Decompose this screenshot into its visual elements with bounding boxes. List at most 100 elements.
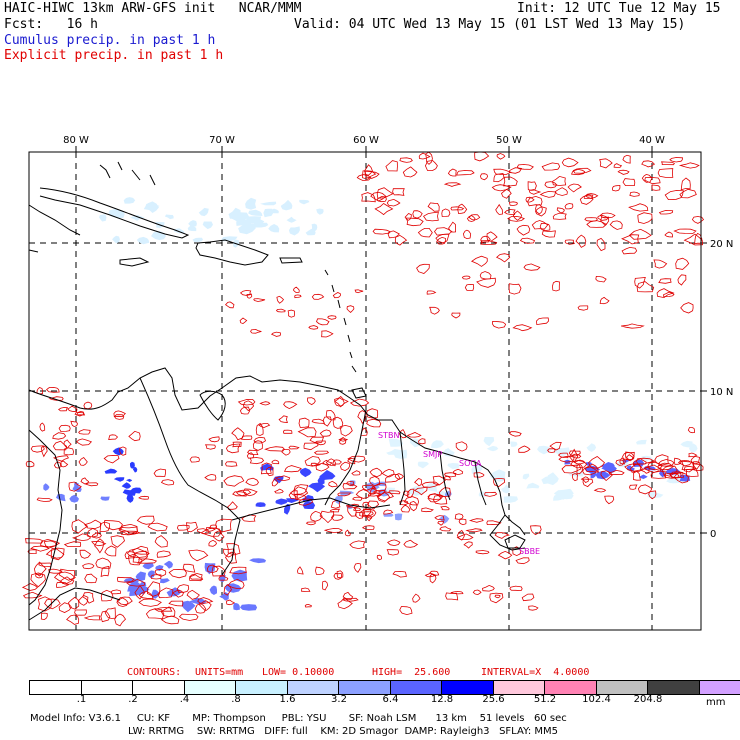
init-time: Init: 12 UTC Tue 12 May 15 bbox=[517, 1, 721, 16]
precip-cell bbox=[553, 447, 570, 457]
precip-cell bbox=[82, 592, 95, 604]
coastline bbox=[28, 587, 121, 621]
precip-cell bbox=[673, 228, 697, 234]
precip-cell bbox=[154, 568, 167, 577]
precip-cell bbox=[242, 488, 258, 497]
precip-cell bbox=[63, 541, 82, 548]
precip-cell bbox=[340, 461, 350, 472]
precip-cell bbox=[604, 495, 615, 505]
precip-cell bbox=[242, 400, 255, 412]
precip-cell bbox=[137, 558, 158, 564]
precip-cell bbox=[241, 514, 257, 522]
precip-cell bbox=[435, 233, 450, 244]
precip-cell bbox=[637, 212, 653, 224]
precip-cell bbox=[130, 215, 145, 221]
precip-cell bbox=[92, 532, 102, 539]
precip-cell bbox=[136, 515, 155, 525]
lon-label: 80 W bbox=[63, 135, 89, 146]
precip-cell bbox=[406, 488, 415, 498]
precip-cell bbox=[501, 484, 510, 494]
coastline bbox=[324, 409, 367, 506]
precip-cell bbox=[346, 503, 360, 508]
precip-cell bbox=[160, 479, 175, 486]
precip-cell bbox=[308, 325, 319, 330]
precip-cell bbox=[303, 442, 319, 451]
precip-cell bbox=[204, 444, 216, 450]
precip-cell bbox=[454, 513, 464, 520]
precip-cell bbox=[315, 566, 325, 575]
precip-cell bbox=[354, 289, 364, 294]
precip-cell bbox=[483, 437, 495, 447]
precip-cell bbox=[297, 566, 304, 575]
precip-cell bbox=[83, 615, 101, 621]
precip-cell bbox=[48, 568, 63, 574]
colorbar-tick-label: 12.8 bbox=[430, 694, 454, 705]
precip-cell bbox=[310, 510, 323, 522]
precip-cell bbox=[385, 160, 398, 172]
precip-cell bbox=[58, 602, 72, 613]
precip-cell bbox=[677, 274, 687, 286]
precip-cell bbox=[172, 589, 184, 598]
precip-cell bbox=[137, 581, 147, 589]
precip-cell bbox=[45, 548, 65, 559]
precip-cell bbox=[632, 458, 647, 466]
precip-cell bbox=[599, 158, 613, 169]
precip-cell bbox=[239, 406, 251, 415]
colorbar-unit: mm bbox=[706, 697, 726, 708]
precip-cell bbox=[264, 446, 285, 452]
precip-cell bbox=[250, 328, 262, 334]
precip-cell bbox=[491, 184, 512, 192]
precip-cell bbox=[482, 584, 495, 592]
precip-cell bbox=[531, 220, 549, 230]
precip-cell bbox=[529, 189, 542, 195]
precip-cell bbox=[260, 201, 277, 206]
precip-cell bbox=[367, 492, 381, 497]
precip-cell bbox=[208, 436, 220, 443]
precip-cell bbox=[142, 563, 154, 570]
precip-cell bbox=[669, 471, 685, 479]
precip-cell bbox=[226, 599, 235, 606]
precip-cell bbox=[611, 184, 621, 192]
precip-cell bbox=[527, 181, 537, 191]
precip-cell bbox=[353, 563, 362, 573]
precip-cell bbox=[387, 230, 400, 239]
precip-map: 80 W 70 W 60 W 50 W 40 W 20 N 10 N 0 STBN SMJP SOC… bbox=[21, 135, 733, 631]
precip-cell bbox=[138, 590, 154, 600]
precip-cell bbox=[600, 462, 615, 469]
map-frame bbox=[28, 151, 702, 631]
precip-cell bbox=[43, 540, 57, 549]
precip-cell bbox=[192, 237, 203, 242]
precip-cell bbox=[103, 520, 123, 531]
precip-cell bbox=[126, 547, 150, 559]
precip-cell bbox=[72, 533, 91, 542]
precip-cell bbox=[67, 405, 78, 413]
colorbar-swatch bbox=[81, 681, 133, 694]
precip-cell bbox=[423, 211, 439, 222]
precip-cell bbox=[342, 597, 359, 602]
precip-cell bbox=[663, 291, 675, 298]
precip-cell bbox=[154, 535, 168, 548]
precip-cell bbox=[405, 217, 424, 227]
precip-cell bbox=[537, 445, 553, 455]
precip-cell bbox=[322, 416, 332, 427]
precip-cell bbox=[114, 613, 127, 627]
precip-cell bbox=[104, 468, 118, 474]
precip-cell bbox=[22, 591, 43, 599]
precip-cell bbox=[317, 476, 326, 485]
precip-cell bbox=[528, 605, 539, 611]
precip-cell bbox=[508, 283, 522, 295]
precip-cell bbox=[337, 597, 353, 610]
precip-cell bbox=[596, 237, 606, 252]
precip-cell bbox=[418, 152, 431, 160]
precip-cell bbox=[593, 488, 607, 493]
precip-cell bbox=[694, 232, 703, 245]
precip-cell bbox=[544, 181, 558, 189]
precip-cell bbox=[399, 157, 413, 163]
precip-cell bbox=[329, 508, 341, 513]
precip-cell bbox=[582, 478, 594, 488]
precip-cell bbox=[118, 526, 138, 536]
map-labels: 80 W 70 W 60 W 50 W 40 W 20 N 10 N 0 STBN SMJP SOC… bbox=[63, 135, 733, 556]
precip-cell bbox=[260, 462, 272, 475]
precip-cell bbox=[58, 424, 71, 432]
lon-label: 50 W bbox=[496, 135, 522, 146]
